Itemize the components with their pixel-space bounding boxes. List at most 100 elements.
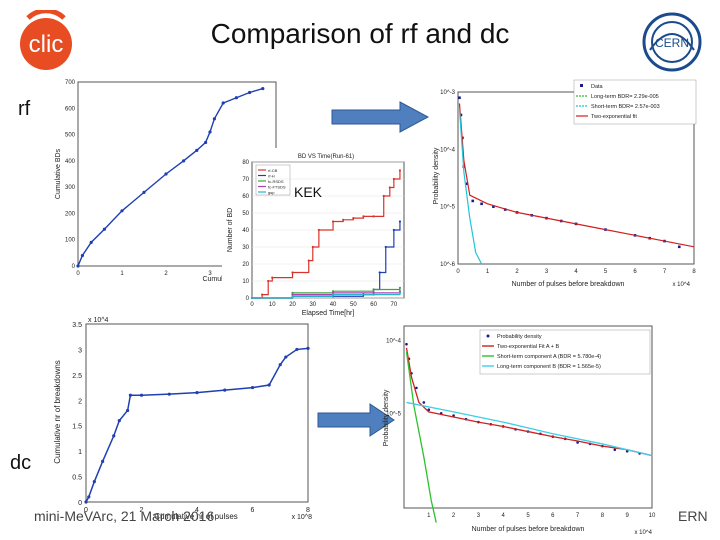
axis-xlabel: Cumulative — [202, 276, 237, 283]
data-point — [311, 245, 314, 249]
data-point — [398, 290, 402, 293]
data-point — [372, 288, 375, 291]
x-tick-label: 4 — [195, 507, 199, 514]
data-point — [398, 291, 402, 294]
y-tick-label: 1 — [78, 449, 82, 456]
data-point — [87, 495, 91, 499]
legend-box — [573, 79, 697, 125]
data-point — [250, 385, 255, 390]
x-tick-label: 5 — [604, 269, 608, 275]
x-tick-label: 3 — [208, 271, 212, 277]
x-multiplier: x 10^4 — [635, 530, 653, 536]
y-tick-label: 400 — [65, 159, 76, 165]
data-point — [261, 293, 264, 296]
data-point — [291, 291, 294, 294]
data-point — [405, 342, 408, 346]
data-point — [284, 355, 288, 359]
data-point — [331, 291, 335, 294]
clic-logo-text: clic — [29, 31, 64, 58]
data-point — [195, 148, 199, 152]
arrow-dc — [316, 402, 396, 443]
x-tick-label: 0 — [84, 507, 88, 514]
data-point — [331, 290, 335, 293]
data-point — [291, 293, 294, 296]
y-tick-label: 10^-5 — [386, 411, 401, 417]
data-point — [295, 347, 299, 352]
data-point — [465, 182, 469, 186]
slide-title: Comparison of rf and dc — [210, 18, 510, 49]
series-line-Two-exponential fit — [458, 103, 695, 248]
data-point — [182, 159, 186, 163]
y-tick-label: 100 — [65, 238, 76, 244]
x-multiplier: x 10^8 — [292, 514, 313, 521]
data-point — [415, 386, 418, 390]
axis-ylabel: Number of BD — [227, 208, 234, 252]
y-tick-label: 10 — [242, 279, 249, 285]
x-tick-label: 0 — [76, 271, 80, 277]
data-point — [164, 172, 168, 176]
data-point — [234, 96, 238, 100]
x-tick-label: 4 — [574, 269, 578, 275]
x-tick-label: 10 — [269, 302, 276, 308]
data-point — [342, 218, 345, 221]
y-tick-label: 1.5 — [72, 424, 82, 431]
data-point — [291, 295, 294, 298]
data-point — [120, 209, 124, 213]
data-point — [422, 401, 426, 404]
data-point — [221, 101, 225, 105]
x-tick-label: 60 — [370, 302, 377, 308]
legend-label: Data — [591, 84, 604, 90]
row-label-dc: dc — [10, 452, 32, 474]
series-line-Two-exponential Fit A + B — [405, 347, 653, 457]
data-point — [248, 90, 252, 95]
x-tick-label: 2 — [164, 271, 168, 277]
data-point — [388, 186, 391, 189]
legend-label: Two-exponential Fit A + B — [497, 344, 560, 350]
data-point — [307, 259, 310, 262]
data-point — [398, 169, 402, 172]
x-tick-label: 3 — [545, 269, 549, 275]
footer-right: ERN — [678, 508, 708, 524]
chart-title: BD VS Time(Run-61) — [298, 154, 354, 160]
x-tick-label: 40 — [330, 302, 337, 308]
axis-ylabel: Cumulative nr of breakdowns — [53, 360, 62, 464]
y-tick-label: 2.5 — [72, 373, 82, 380]
y-tick-label: 10^-4 — [386, 339, 401, 345]
x-tick-label: 20 — [289, 302, 296, 308]
y-tick-label: 0 — [246, 296, 250, 302]
y-tick-label: 10^-5 — [440, 205, 455, 211]
data-point — [204, 140, 208, 145]
plot-frame — [85, 323, 309, 503]
legend-label: Short-term component A (BDR = 5.780e-4) — [497, 354, 601, 360]
arrow-rf — [330, 100, 430, 139]
series-line-Long-term component B — [406, 401, 653, 457]
chart-rf-probability: Probability density Number of pulses bef… — [428, 76, 708, 294]
legend-label: fc-RSDS — [268, 179, 284, 184]
cern-logo: CERN — [640, 10, 704, 74]
x-tick-label: 8 — [601, 513, 605, 519]
data-point — [126, 408, 130, 413]
data-point — [208, 130, 212, 134]
y-tick-label: 200 — [65, 211, 76, 217]
data-point — [80, 253, 84, 258]
x-tick-label: 2 — [452, 513, 456, 519]
data-point — [613, 448, 617, 452]
data-point — [452, 414, 455, 417]
data-point — [331, 293, 335, 296]
y-tick-label: 2 — [78, 398, 82, 405]
data-point — [382, 194, 385, 198]
x-tick-label: 1 — [120, 271, 124, 277]
data-point — [480, 202, 483, 206]
y-tick-label: 0.5 — [72, 475, 82, 482]
x-multiplier: x 10^4 — [673, 282, 691, 288]
data-point — [142, 190, 146, 194]
series-line-rf-CB — [252, 170, 401, 299]
x-tick-label: 2 — [140, 507, 144, 514]
chart-dc-cumulative: Cumulative nr of breakdowns Cumulative n… — [50, 316, 320, 526]
y-tick-label: 0 — [72, 264, 76, 270]
axis-ylabel: Cumulative BDs — [55, 148, 62, 199]
data-point — [250, 296, 254, 300]
y-tick-label: 600 — [65, 106, 76, 112]
x-tick-label: 8 — [692, 269, 696, 275]
y-tick-label: 3.5 — [72, 322, 82, 329]
